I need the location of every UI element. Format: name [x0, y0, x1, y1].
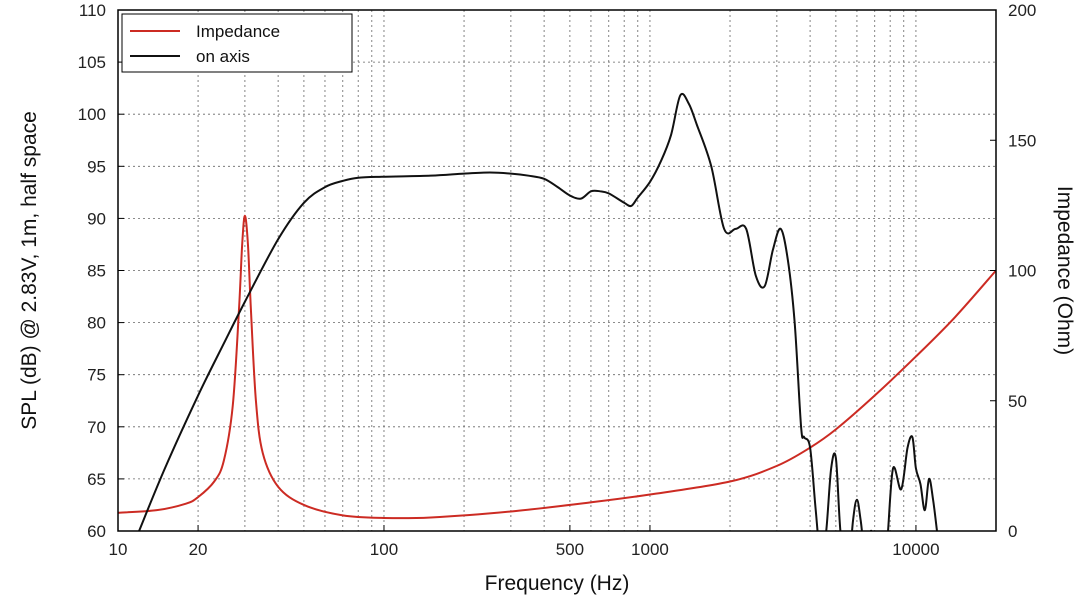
y2-tick-label: 200 [1008, 1, 1036, 20]
axis-ticks: 10 20 100 500 1000 10000606570758085909510010… [78, 1, 1037, 559]
series-line-on-axis [138, 92, 938, 531]
y2-tick-label: 0 [1008, 522, 1017, 541]
x-tick-label: 100 [370, 540, 398, 559]
y-tick-label: 75 [87, 366, 106, 385]
y-tick-label: 80 [87, 314, 106, 333]
legend-box [121, 13, 353, 73]
y-tick-label: 70 [87, 418, 106, 437]
y-axis-label: SPL (dB) @ 2.83V, 1m, half space [18, 111, 41, 430]
y2-tick-label: 50 [1008, 392, 1027, 411]
legend-label-on-axis: on axis [196, 47, 250, 66]
legend-label-impedance: Impedance [196, 22, 280, 41]
legend: Impedance on axis [121, 13, 353, 73]
y-tick-label: 60 [87, 522, 106, 541]
x-tick-label: 1000 [631, 540, 669, 559]
y-tick-label: 100 [78, 105, 106, 124]
x-tick-label: 10 [109, 540, 128, 559]
y-tick-label: 85 [87, 262, 106, 281]
series-lines [118, 92, 996, 531]
grid-lines [118, 10, 996, 531]
x-tick-label: 20 [189, 540, 208, 559]
x-axis-label: Frequency (Hz) [485, 572, 630, 595]
x-tick-label: 10000 [892, 540, 939, 559]
y-tick-label: 110 [79, 1, 106, 20]
x-tick-label: 500 [556, 540, 584, 559]
y-tick-label: 95 [87, 157, 106, 176]
y-tick-label: 90 [87, 209, 106, 228]
y-tick-label: 105 [78, 53, 106, 72]
y2-tick-label: 150 [1008, 131, 1036, 150]
series-line-impedance [118, 214, 996, 520]
y2-tick-label: 100 [1008, 262, 1036, 281]
y2-axis-label: Impedance (Ohm) [1053, 186, 1076, 355]
y-tick-label: 65 [87, 470, 106, 489]
